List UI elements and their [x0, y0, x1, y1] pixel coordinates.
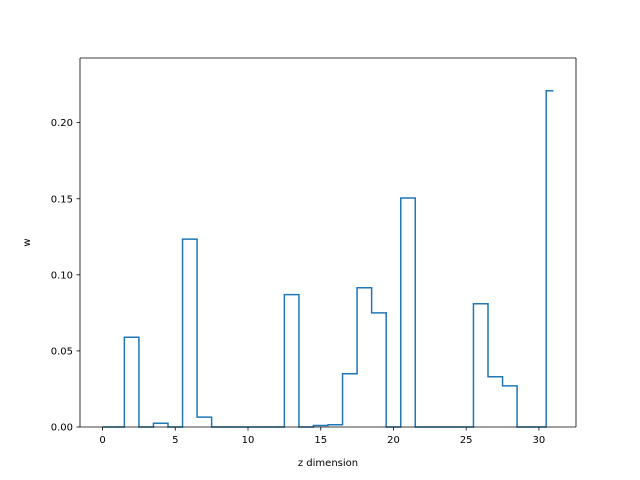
x-tick-label: 20	[387, 435, 400, 446]
x-tick-label: 15	[314, 435, 327, 446]
x-tick-label: 30	[533, 435, 546, 446]
x-tick-label: 0	[99, 435, 105, 446]
y-tick-label: 0.05	[51, 346, 73, 357]
x-tick-label: 5	[172, 435, 178, 446]
y-tick-label: 0.20	[51, 118, 73, 129]
y-axis-label: w	[22, 238, 33, 246]
x-tick-label: 10	[242, 435, 255, 446]
y-tick-label: 0.15	[51, 194, 73, 205]
y-tick-label: 0.10	[51, 270, 73, 281]
axes-frame	[79, 57, 577, 428]
x-axis-label: z dimension	[298, 458, 358, 469]
y-axis-ticks: 0.00 0.05 0.10 0.15 0.20	[51, 118, 80, 434]
x-tick-label: 25	[460, 435, 473, 446]
y-tick-label: 0.00	[51, 423, 73, 434]
plot-area	[80, 58, 576, 427]
